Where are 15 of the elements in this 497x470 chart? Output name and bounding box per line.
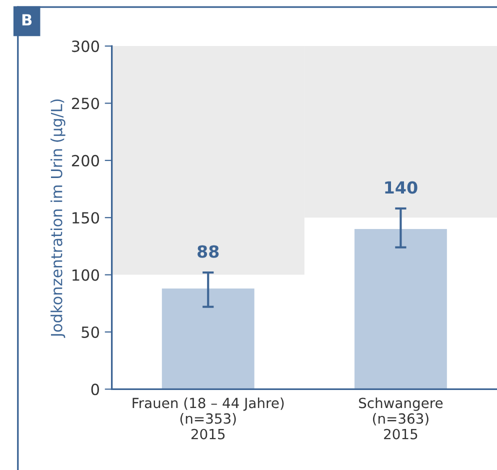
x-tick-label: Frauen (18 – 44 Jahre) (n=353) 2015 (132, 397, 284, 440)
y-tick-label: 50 (82, 326, 100, 338)
y-tick-label: 250 (72, 98, 100, 110)
data-label: 88 (198, 245, 219, 258)
data-label: 140 (385, 181, 418, 194)
y-tick-label: 150 (72, 212, 100, 224)
y-tick-label: 100 (72, 269, 100, 281)
y-tick-label: 200 (72, 154, 100, 166)
text: B (22, 14, 32, 26)
x-tick-label: Schwangere (n=363) 2015 (359, 397, 443, 440)
bar (354, 229, 447, 390)
y-tick-label: 300 (72, 40, 100, 52)
y-axis-title: Jodkonzentration im Urin (µg/L) (50, 99, 66, 338)
bar (162, 288, 254, 390)
y-tick-label: 0 (91, 384, 100, 396)
